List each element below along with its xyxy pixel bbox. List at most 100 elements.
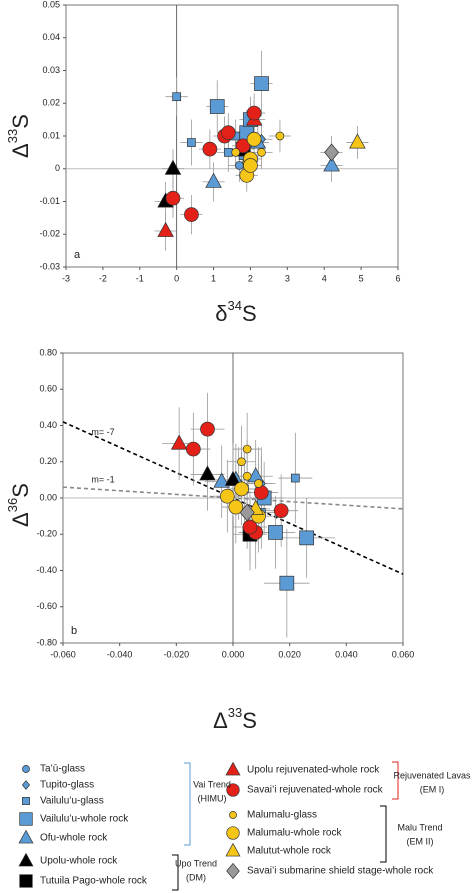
point [220,125,236,141]
point [275,131,285,141]
point [242,519,258,535]
point [242,444,252,454]
point [234,481,249,497]
axis-label-part: S [242,708,257,733]
point [254,76,269,91]
y-tick-label: -0.60 [36,601,57,611]
point [170,434,188,450]
axis-label: δ34S [215,298,256,325]
point [205,172,222,188]
panel-label: a [74,249,81,261]
panel-label: b [71,625,77,637]
point [235,161,244,170]
x-tick-label: 4 [322,273,327,283]
y-tick-label: 0.04 [42,32,60,42]
point [290,473,300,483]
point [268,525,283,540]
legend-marker [226,826,240,840]
legend-label: Tupito-glass [40,780,94,791]
x-tick-label: 0 [174,273,179,283]
legend-label: Savai’i rejuvenated-whole rock [247,785,384,796]
legend-label: Upolu rejuvenated-whole rock [247,765,380,776]
x-tick-label: 0.040 [335,649,358,659]
x-tick-label: 0.000 [222,649,245,659]
point [165,190,181,206]
point [164,159,182,175]
axis-label-part: 33 [228,705,242,720]
axis-label-part: Δ [8,143,33,158]
x-tick-label: -0.060 [50,649,76,659]
axis-label-part: 33 [5,129,20,143]
point [224,470,242,486]
point [185,441,201,457]
point [231,148,241,157]
x-tick-label: -0.020 [164,649,190,659]
point [242,471,252,481]
x-tick-label: 3 [285,273,290,283]
point [219,488,235,504]
point [157,221,174,237]
y-tick-label: -0.02 [39,229,60,239]
axis-label: Δ33S [213,705,257,732]
legend-label: Ofu-whole rock [40,833,108,844]
y-tick-label: -0.01 [39,196,60,206]
axis-label-part: Δ [213,708,228,733]
axis-label-part: Δ [8,512,33,527]
y-tick-label: -0.20 [36,529,57,539]
point [243,158,258,173]
point [209,99,225,114]
group-label: (DM) [186,872,206,882]
point [202,141,218,157]
legend-label: Upolu-whole rock [40,856,118,867]
group-label: (HIMU) [198,793,227,803]
y-tick-label: 0.00 [39,492,57,502]
point [223,148,233,157]
x-tick-label: 5 [359,273,364,283]
axis-label-part: S [8,114,33,129]
point [199,465,216,481]
legend-marker [18,852,34,867]
y-tick-label: -0.03 [39,261,60,271]
legend-label: Ta’ū-glass [40,764,85,775]
legend-bracket [380,805,387,863]
point [228,499,244,515]
legend-bracket [172,854,179,891]
point [235,138,251,154]
group-label: Vai Trend [193,779,231,789]
trend-line [62,421,404,575]
y-tick-label: 0.20 [39,456,57,466]
y-tick-label: 0 [55,163,60,173]
point [184,207,199,222]
legend-label: Vailulu’u-whole rock [40,814,129,825]
point [254,479,263,488]
legend-marker [225,761,241,776]
point [323,156,340,172]
point [200,421,215,437]
legend-label: Malumalu-whole rock [247,828,342,839]
group-label: Upo Trend [175,858,217,868]
group-label: Rejuvenated Lavas [393,770,471,780]
point [246,131,262,147]
x-tick-label: 0.020 [278,649,301,659]
y-tick-label: 0.01 [42,130,60,140]
legend-bracket [184,762,191,846]
x-tick-label: -0.040 [107,649,133,659]
legend-marker [18,829,34,844]
x-tick-label: -3 [62,273,70,283]
y-tick-label: 0.05 [42,0,60,9]
legend-marker [22,765,30,773]
x-tick-label: 1 [211,273,216,283]
point [246,105,262,121]
axis-label: Δ36S [5,483,32,527]
group-label: Malu Trend [397,822,442,832]
point [213,472,230,488]
point [273,503,289,519]
x-tick-label: -1 [136,273,144,283]
legend-label: Malumalu-glass [247,810,317,821]
axis-label-part: 34 [228,298,242,313]
group-label: (EM II) [407,836,434,846]
point [279,575,295,591]
y-tick-label: -0.80 [36,637,57,647]
point [349,133,366,149]
